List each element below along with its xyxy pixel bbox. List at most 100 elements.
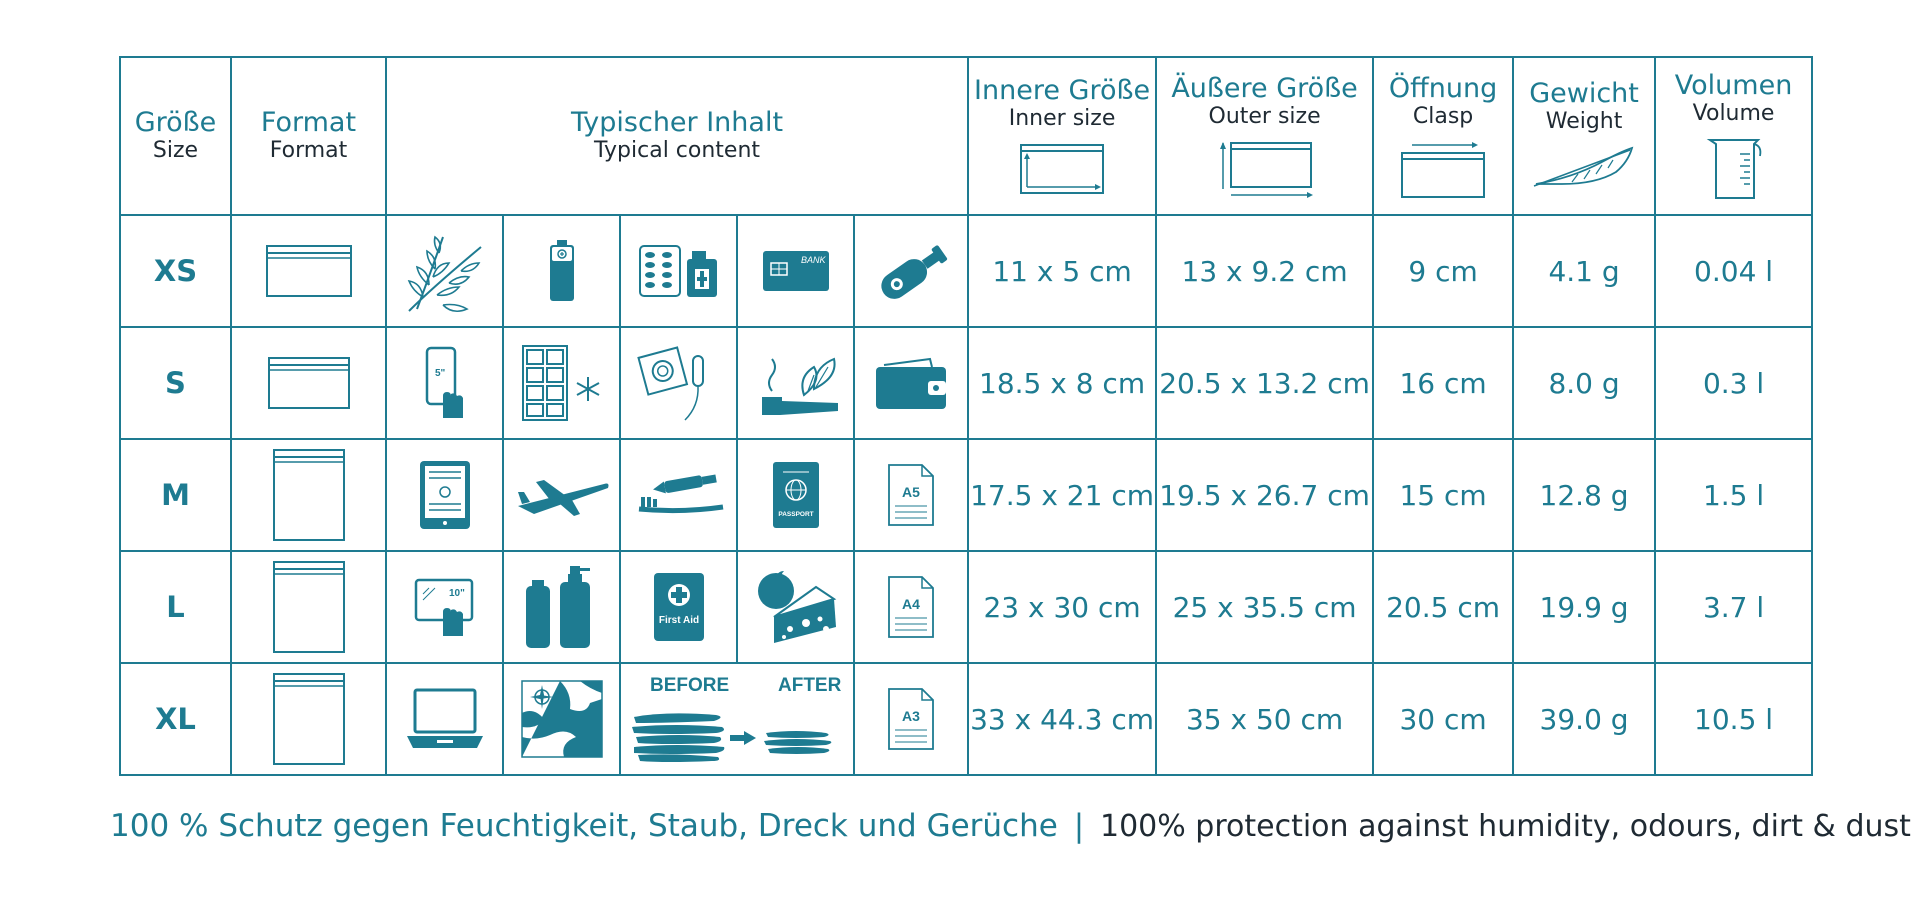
size-cell: XL [119, 662, 232, 776]
laptop-icon [406, 688, 483, 748]
bank-card-icon: BANK [762, 251, 829, 291]
content-cell [502, 550, 621, 664]
size-cell: XS [119, 214, 232, 328]
condom-tampon-icon [636, 346, 704, 421]
header-volume-de: Volumen [1674, 70, 1793, 102]
content-cell [385, 214, 504, 328]
header-weight-en: Weight [1545, 109, 1623, 135]
content-cell [852, 326, 970, 440]
content-cell: First Aid [619, 550, 738, 664]
content-cell [502, 662, 621, 776]
pills-icon [638, 245, 717, 297]
volume-cell: 0.3 l [1654, 326, 1814, 440]
inner-size-cell: 17.5 x 21 cm [967, 438, 1158, 552]
header-format-en: Format [269, 138, 348, 164]
header-clasp-en: Clasp [1412, 104, 1474, 130]
header-weight: Gewicht Weight [1512, 56, 1657, 216]
map-icon [520, 680, 603, 758]
after-label: AFTER [778, 675, 842, 696]
outer-size-cell: 25 x 35.5 cm [1155, 550, 1375, 664]
inner-size-cell: 18.5 x 8 cm [967, 326, 1158, 440]
content-cell: A5 [852, 438, 970, 552]
bag-portrait-icon [272, 449, 345, 541]
phone-size-label: 5" [435, 368, 446, 379]
tablet-size-label: 10" [449, 588, 465, 599]
header-outer: Äußere Größe Outer size [1155, 56, 1375, 216]
inner-size-cell: 23 x 30 cm [967, 550, 1158, 664]
clasp-cell: 15 cm [1372, 438, 1515, 552]
doc-size-label: A3 [902, 708, 920, 724]
size-table-container: Größe Size Format Format Typischer Inhal… [119, 56, 1814, 776]
footer-separator: | [1073, 808, 1085, 844]
pipe-tobacco-icon [761, 357, 838, 415]
header-volume-en: Volume [1692, 101, 1775, 127]
clasp-icon [1401, 141, 1486, 198]
table-row-l: L 10" [119, 550, 1814, 664]
size-cell: L [119, 550, 232, 664]
content-cell [502, 326, 621, 440]
doc-size-label: A5 [902, 484, 920, 500]
bag-landscape-icon [267, 357, 350, 409]
weight-cell: 39.0 g [1512, 662, 1657, 776]
first-aid-label: First Aid [658, 615, 698, 626]
outer-size-icon [1219, 141, 1313, 198]
footer-tagline-de: 100 % Schutz gegen Feuchtigkeit, Staub, … [110, 808, 1058, 844]
header-clasp-de: Öffnung [1388, 73, 1498, 105]
outer-size-cell: 35 x 50 cm [1155, 662, 1375, 776]
header-size: Größe Size [119, 56, 232, 216]
header-volume: Volumen Volume [1654, 56, 1814, 216]
header-inner-de: Innere Größe [974, 75, 1151, 107]
bank-label: BANK [801, 255, 827, 265]
table-row-xs: XS [119, 214, 1814, 328]
size-cell: M [119, 438, 232, 552]
clasp-cell: 9 cm [1372, 214, 1515, 328]
content-cell: BANK [736, 214, 855, 328]
passport-icon: PASSPORT [772, 462, 819, 528]
content-cell [502, 438, 621, 552]
volume-cell: 10.5 l [1654, 662, 1814, 776]
content-cell [502, 214, 621, 328]
content-cell: PASSPORT [736, 438, 855, 552]
key-icon [881, 245, 948, 299]
volume-cell: 0.04 l [1654, 214, 1814, 328]
airplane-icon [517, 480, 608, 516]
bag-portrait-icon [272, 673, 345, 765]
toothbrush-icon [638, 474, 723, 514]
content-cell [619, 214, 738, 328]
clasp-cell: 30 cm [1372, 662, 1515, 776]
smartphone-icon: 5" [425, 346, 463, 418]
header-content-de: Typischer Inhalt [571, 107, 784, 139]
format-cell [230, 438, 387, 552]
before-label: BEFORE [650, 675, 729, 696]
outer-size-cell: 19.5 x 26.7 cm [1155, 438, 1375, 552]
format-cell [230, 214, 387, 328]
volume-cell: 3.7 l [1654, 550, 1814, 664]
header-weight-de: Gewicht [1529, 78, 1639, 110]
header-inner: Innere Größe Inner size [967, 56, 1158, 216]
footer-tagline-en: 100% protection against humidity, odours… [1100, 809, 1911, 844]
weight-cell: 12.8 g [1512, 438, 1657, 552]
format-cell [230, 662, 387, 776]
content-cell: A3 [852, 662, 970, 776]
document-a3-icon: A3 [888, 688, 934, 750]
footer-tagline: 100 % Schutz gegen Feuchtigkeit, Staub, … [110, 808, 1911, 844]
doc-size-label: A4 [902, 596, 920, 612]
content-cell: 5" [385, 326, 504, 440]
content-cell [852, 214, 970, 328]
header-format-de: Format [260, 107, 357, 139]
volume-cell: 1.5 l [1654, 438, 1814, 552]
content-cell [736, 326, 855, 440]
table-header-row: Größe Size Format Format Typischer Inhal… [119, 56, 1814, 216]
wallet-icon [876, 357, 947, 409]
weight-cell: 8.0 g [1512, 326, 1657, 440]
content-cell [619, 438, 738, 552]
inner-size-cell: 11 x 5 cm [967, 214, 1158, 328]
document-a5-icon: A5 [888, 464, 934, 526]
feather-icon [1533, 146, 1634, 187]
clasp-cell: 16 cm [1372, 326, 1515, 440]
content-cell [736, 550, 855, 664]
inner-size-icon [1020, 143, 1105, 194]
header-content-en: Typical content [594, 138, 761, 164]
first-aid-icon: First Aid [653, 573, 704, 641]
format-cell [230, 326, 387, 440]
